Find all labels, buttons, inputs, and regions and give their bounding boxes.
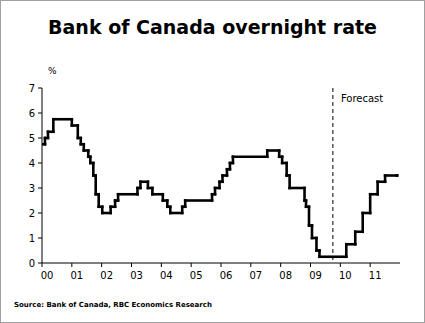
forecast-line (332, 88, 333, 263)
title: Bank of Canada overnight rate (48, 16, 377, 38)
x-tick-label: 02 (100, 270, 113, 281)
x-tick (161, 263, 162, 267)
step-riser (94, 176, 97, 195)
x-tick (221, 263, 222, 267)
step-segment (233, 155, 267, 158)
y-axis (42, 88, 43, 263)
step-segment (185, 199, 212, 202)
y-tick (38, 88, 42, 89)
step-segment (319, 255, 346, 258)
y-tick-label: 2 (29, 208, 35, 219)
step-segment (346, 243, 355, 246)
frame (1, 1, 425, 323)
step-segment (267, 149, 279, 152)
step-riser (97, 194, 100, 207)
y-tick-label: 4 (29, 158, 35, 169)
y-tick-label: 3 (29, 183, 35, 194)
y-tick (38, 163, 42, 164)
x-tick (101, 263, 102, 267)
x-tick (370, 263, 371, 267)
step-segment (53, 118, 71, 121)
step-riser (288, 176, 291, 189)
step-riser (311, 226, 314, 239)
x-tick (340, 263, 341, 267)
chart: Bank of Canada overnight rate%0123456700… (0, 0, 425, 323)
step-segment (118, 193, 137, 196)
step-riser (376, 182, 379, 195)
step-segment (290, 187, 305, 190)
x-tick (131, 263, 132, 267)
y-tick (38, 113, 42, 114)
x-tick-label: 04 (160, 270, 173, 281)
step-segment (152, 193, 162, 196)
annotation: Forecast (341, 93, 383, 104)
y-tick (38, 263, 42, 264)
step-riser (303, 188, 306, 201)
y-tick-label: 5 (29, 133, 35, 144)
y-tick (38, 188, 42, 189)
y-tick (38, 138, 42, 139)
step-riser (361, 213, 364, 232)
step-riser (354, 232, 357, 245)
step-riser (285, 163, 288, 176)
x-tick (71, 263, 72, 267)
y-tick (38, 213, 42, 214)
plot-area (42, 88, 397, 263)
step-segment (385, 174, 397, 177)
x-tick-label: 06 (220, 270, 233, 281)
y-tick-label: 1 (29, 233, 35, 244)
step-riser (315, 238, 318, 251)
x-tick (250, 263, 251, 267)
y-tick-label: 0 (29, 258, 35, 269)
x-tick-label: 07 (249, 270, 262, 281)
source: Source: Bank of Canada, RBC Economics Re… (14, 301, 212, 309)
x-tick-label: 01 (70, 270, 83, 281)
step-riser (52, 119, 55, 132)
y-axis-label: % (48, 66, 57, 76)
x-tick (280, 263, 281, 267)
step-riser (92, 163, 95, 176)
step-riser (77, 126, 80, 139)
x-tick-label: 00 (41, 270, 54, 281)
step-riser (308, 207, 311, 226)
y-tick-label: 6 (29, 108, 35, 119)
y-tick (38, 238, 42, 239)
x-tick (310, 263, 311, 267)
x-tick-label: 03 (130, 270, 143, 281)
step-segment (170, 212, 182, 215)
x-tick-label: 08 (279, 270, 292, 281)
x-tick-label: 10 (339, 270, 352, 281)
x-tick (42, 263, 43, 267)
y-tick-label: 7 (29, 83, 35, 94)
step-riser (369, 194, 372, 213)
x-tick (191, 263, 192, 267)
x-tick-label: 09 (309, 270, 322, 281)
x-tick-label: 05 (190, 270, 203, 281)
x-tick-label: 11 (369, 270, 382, 281)
step-riser (345, 244, 348, 257)
